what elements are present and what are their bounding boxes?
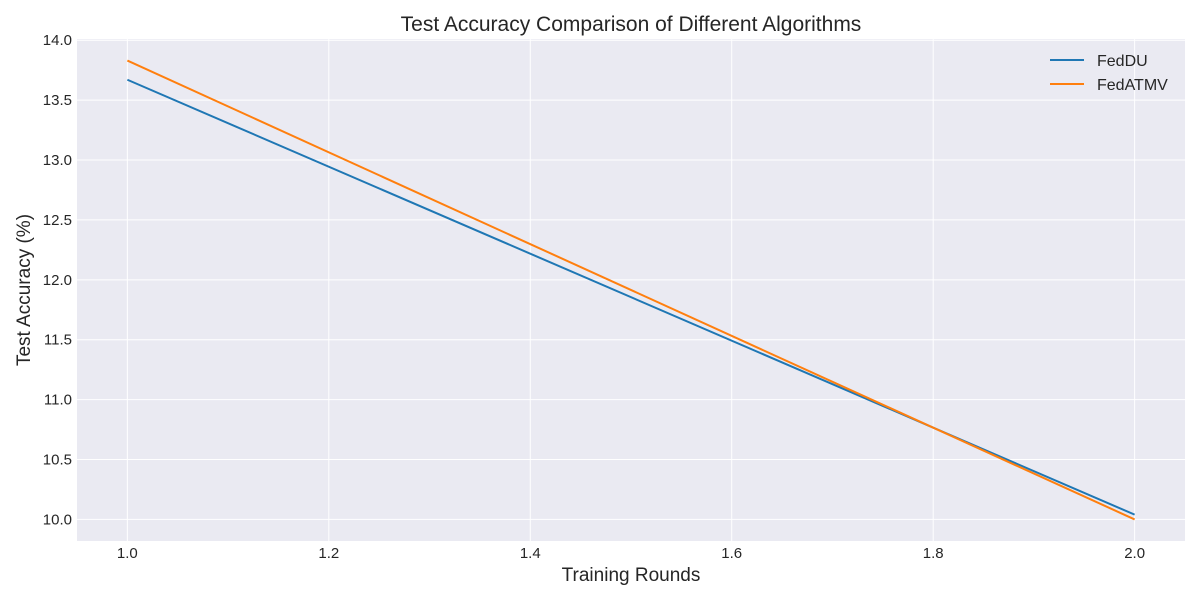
- y-tick-label: 12.5: [43, 212, 72, 229]
- series-lines: [126, 59, 1136, 521]
- x-tick-label: 1.8: [923, 545, 944, 562]
- legend-label-feddu: FedDU: [1097, 53, 1148, 70]
- x-axis-title: Training Rounds: [562, 565, 701, 586]
- y-tick-label: 10.5: [43, 452, 72, 469]
- y-tick-label: 11.0: [44, 392, 72, 409]
- x-tick-label: 1.4: [520, 545, 541, 562]
- y-tick-label: 13.5: [43, 92, 72, 109]
- y-tick-label: 10.0: [43, 511, 72, 528]
- x-tick-label: 1.6: [721, 545, 742, 562]
- x-tick-labels: 1.0 1.2 1.4 1.6 1.8 2.0: [117, 545, 1145, 562]
- x-tick-label: 1.0: [117, 545, 138, 562]
- y-axis-title: Test Accuracy (%): [14, 214, 35, 366]
- legend: FedDU FedATMV: [1050, 53, 1168, 94]
- x-tick-label: 2.0: [1124, 545, 1145, 562]
- y-tick-label: 14.0: [43, 32, 72, 49]
- y-tick-label: 12.0: [43, 272, 72, 289]
- x-tick-label: 1.2: [318, 545, 339, 562]
- y-tick-labels: 10.0 10.5 11.0 11.5 12.0 12.5 13.0 13.5 14.0: [43, 32, 72, 528]
- grid-lines: [77, 39, 1185, 541]
- y-tick-label: 11.5: [44, 332, 72, 349]
- chart-title: Test Accuracy Comparison of Different Al…: [401, 13, 862, 36]
- series-line-fedatmv: [126, 59, 1136, 521]
- legend-label-fedatmv: FedATMV: [1097, 77, 1168, 94]
- y-tick-label: 13.0: [43, 152, 72, 169]
